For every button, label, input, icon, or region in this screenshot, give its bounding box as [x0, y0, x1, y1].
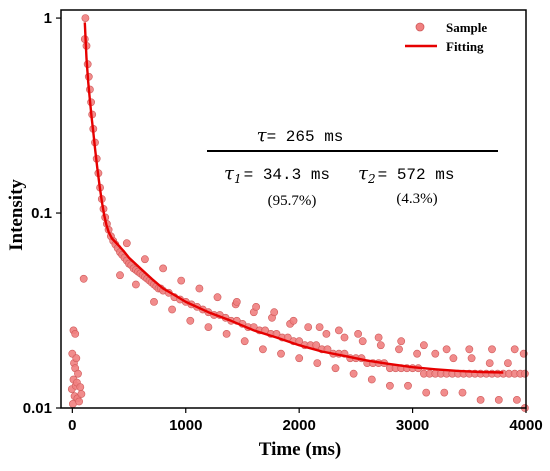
- sample-point-174: [289, 316, 298, 325]
- tau1: τ1 = 34.3 ms: [224, 163, 330, 186]
- plot-layer: [67, 14, 529, 412]
- sample-point-133: [195, 284, 204, 293]
- sample-point-144: [295, 354, 304, 363]
- sample-point-17: [79, 274, 88, 283]
- sample-point-172: [252, 302, 260, 311]
- sample-point-179: [397, 337, 406, 346]
- sample-point-171: [232, 297, 241, 306]
- sample-point-19: [81, 14, 90, 22]
- tau1-percent: (95.7%): [268, 193, 317, 209]
- tau2-percent: (4.3%): [396, 191, 437, 207]
- sample-point-127: [140, 255, 149, 264]
- tau2-value: = 572 ms: [378, 166, 455, 184]
- sample-point-158: [422, 388, 431, 397]
- sample-point-129: [159, 264, 167, 273]
- sample-point-132: [186, 316, 195, 325]
- fitting-line: [83, 22, 504, 374]
- y-tick-label-0.1: 0.1: [31, 205, 52, 222]
- legend: Sample Fitting: [405, 20, 487, 54]
- x-tick-label-4000: 4000: [509, 417, 542, 434]
- sample-point-181: [442, 345, 451, 354]
- tau1-symbol: τ: [224, 163, 235, 184]
- sample-point-151: [358, 337, 367, 346]
- sample-point-13: [76, 383, 85, 391]
- sample-point-177: [354, 329, 362, 338]
- legend-sample-marker: [415, 22, 425, 32]
- sample-point-178: [374, 333, 383, 342]
- sample-point-183: [488, 345, 496, 354]
- sample-point-128: [150, 297, 158, 306]
- x-tick-label-2000: 2000: [282, 417, 315, 434]
- sample-point-124: [116, 271, 124, 280]
- x-tick-label-1000: 1000: [169, 417, 202, 434]
- sample-point-166: [494, 395, 503, 404]
- sample-point-8: [72, 354, 81, 363]
- sample-point-12: [75, 397, 83, 406]
- sample-point-140: [258, 345, 267, 354]
- sample-point-131: [177, 276, 186, 285]
- sample-point-134: [204, 323, 213, 331]
- sample-point-168: [513, 395, 521, 404]
- sample-point-123: [521, 369, 529, 378]
- tau2: τ2 = 572 ms: [358, 163, 454, 186]
- sample-point-180: [419, 341, 428, 350]
- sample-point-155: [395, 345, 403, 354]
- sample-point-138: [240, 337, 249, 346]
- sample-point-130: [168, 305, 176, 314]
- sample-point-11: [74, 369, 82, 378]
- tau1-value: = 34.3 ms: [244, 166, 330, 184]
- sample-point-159: [431, 349, 440, 358]
- sample-point-135: [213, 293, 222, 302]
- sample-point-149: [340, 333, 349, 342]
- sample-point-156: [404, 381, 412, 390]
- sample-point-145: [304, 323, 313, 331]
- sample-point-167: [503, 359, 512, 367]
- sample-point-157: [413, 349, 421, 358]
- tau-average: τ= 265 ms: [257, 125, 344, 146]
- axis-layer: 0 1000 2000 3000 4000 0.01 0.1 1: [23, 10, 543, 434]
- tau2-symbol: τ: [358, 163, 369, 184]
- y-tick-label-0.01: 0.01: [23, 400, 52, 417]
- sample-point-161: [449, 354, 458, 363]
- sample-point-146: [313, 359, 322, 367]
- sample-point-125: [122, 239, 131, 248]
- legend-sample-label: Sample: [446, 20, 487, 35]
- tau2-subscript: 2: [367, 172, 376, 186]
- sample-point-142: [277, 349, 285, 358]
- x-tick-label-3000: 3000: [396, 417, 429, 434]
- sample-point-147: [322, 329, 331, 338]
- sample-point-154: [385, 381, 394, 390]
- sample-point-173: [270, 308, 279, 317]
- sample-point-164: [476, 395, 485, 404]
- sample-point-148: [331, 364, 340, 373]
- lifetime-annotation: τ= 265 ms τ1 = 34.3 ms τ2 = 572 ms (95.7%)…: [207, 125, 498, 209]
- sample-point-182: [465, 345, 474, 354]
- sample-point-160: [440, 388, 449, 397]
- sample-point-175: [315, 323, 324, 331]
- y-axis-title: Intensity: [6, 179, 27, 251]
- tau1-subscript: 1: [234, 172, 242, 186]
- tau-average-symbol: τ: [257, 125, 268, 146]
- sample-point-153: [376, 341, 385, 350]
- sample-point-14: [77, 390, 86, 398]
- sample-point-16: [71, 329, 80, 338]
- sample-point-165: [485, 359, 494, 367]
- sample-point-184: [510, 345, 519, 354]
- x-tick-label-0: 0: [68, 417, 76, 434]
- legend-fitting-label: Fitting: [446, 39, 484, 54]
- y-tick-label-1: 1: [44, 10, 52, 27]
- sample-point-152: [367, 375, 376, 384]
- tau-average-value: = 265 ms: [267, 128, 344, 146]
- sample-point-136: [222, 329, 231, 338]
- sample-point-150: [349, 369, 358, 378]
- sample-point-176: [334, 326, 343, 335]
- sample-point-163: [467, 354, 476, 363]
- plot-frame: [60, 9, 527, 409]
- sample-point-162: [458, 388, 467, 397]
- x-axis-title: Time (ms): [259, 439, 342, 460]
- sample-point-126: [131, 280, 140, 289]
